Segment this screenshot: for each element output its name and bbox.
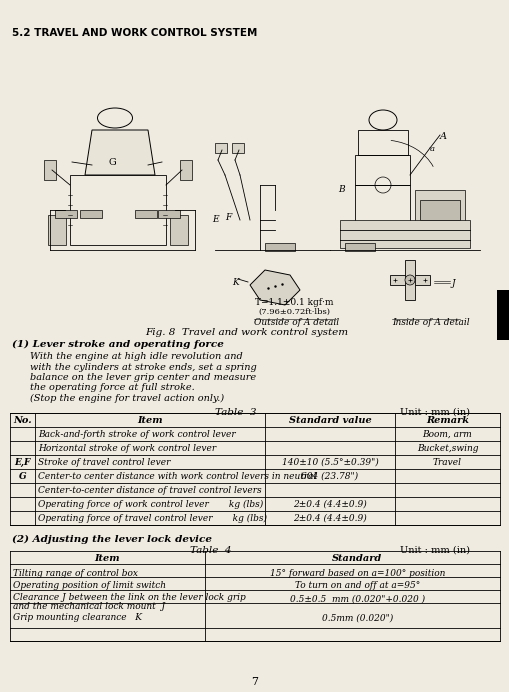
Text: Standard value: Standard value	[288, 416, 371, 425]
Text: 2±0.4 (4.4±0.9): 2±0.4 (4.4±0.9)	[293, 514, 366, 523]
Text: T=1.1±0.1 kgf·m: T=1.1±0.1 kgf·m	[254, 298, 333, 307]
Bar	[340, 220, 469, 248]
Bar	[389, 275, 429, 285]
Bar	[70, 175, 165, 245]
Bar	[135, 210, 157, 218]
Text: K: K	[232, 278, 238, 287]
Text: 7: 7	[251, 677, 258, 687]
Text: Remark: Remark	[425, 416, 468, 425]
Bar	[354, 185, 409, 245]
Circle shape	[404, 275, 414, 285]
Text: Bucket,swing: Bucket,swing	[416, 444, 477, 453]
Text: F: F	[224, 213, 231, 222]
Text: J: J	[451, 279, 455, 288]
Text: balance on the lever grip center and measure: balance on the lever grip center and mea…	[30, 373, 256, 382]
Bar	[344, 243, 374, 251]
Text: (Stop the engine for travel action only.): (Stop the engine for travel action only.…	[30, 394, 223, 403]
Text: 0.5mm (0.020"): 0.5mm (0.020")	[321, 614, 392, 623]
Text: 2±0.4 (4.4±0.9): 2±0.4 (4.4±0.9)	[293, 500, 366, 509]
Text: With the engine at high idle revolution and: With the engine at high idle revolution …	[30, 352, 242, 361]
Bar	[404, 260, 414, 300]
Text: G: G	[108, 158, 116, 167]
Bar	[357, 130, 407, 155]
Bar	[44, 160, 56, 180]
Text: (2) Adjusting the lever lock device: (2) Adjusting the lever lock device	[12, 535, 212, 544]
Bar	[158, 210, 180, 218]
Bar	[48, 215, 66, 245]
Text: 604 (23.78"): 604 (23.78")	[301, 472, 358, 481]
Text: Item: Item	[95, 554, 120, 563]
Text: E: E	[212, 215, 218, 224]
Text: (1) Lever stroke and operating force: (1) Lever stroke and operating force	[12, 340, 223, 349]
Text: 0.5±0.5  mm (0.020"+0.020 ): 0.5±0.5 mm (0.020"+0.020 )	[290, 594, 424, 603]
Text: No.: No.	[13, 416, 32, 425]
Polygon shape	[249, 270, 299, 305]
Text: Standard: Standard	[332, 554, 382, 563]
Text: G: G	[19, 472, 26, 481]
Text: Operating force of travel control lever       kg (lbs): Operating force of travel control lever …	[38, 514, 267, 523]
Text: Table  3: Table 3	[215, 408, 256, 417]
Bar	[496, 290, 509, 340]
Bar	[215, 143, 227, 153]
Text: A: A	[439, 132, 446, 141]
Text: To turn on and off at a=95°: To turn on and off at a=95°	[294, 581, 419, 590]
Polygon shape	[85, 130, 155, 175]
Text: B: B	[337, 185, 344, 194]
Text: Operating position of limit switch: Operating position of limit switch	[13, 581, 165, 590]
Text: Inside of A detail: Inside of A detail	[391, 318, 469, 327]
Text: (7.96±0.72ft·lbs): (7.96±0.72ft·lbs)	[258, 308, 329, 316]
Text: Horizontal stroke of work control lever: Horizontal stroke of work control lever	[38, 444, 216, 453]
Text: Clearance J between the link on the lever lock grip: Clearance J between the link on the leve…	[13, 593, 245, 602]
Bar	[169, 215, 188, 245]
Text: Outside of A detail: Outside of A detail	[253, 318, 338, 327]
Text: Boom, arm: Boom, arm	[422, 430, 471, 439]
Bar	[80, 210, 102, 218]
Bar	[55, 210, 77, 218]
Text: the operating force at full stroke.: the operating force at full stroke.	[30, 383, 194, 392]
Text: 15° forward based on a=100° position: 15° forward based on a=100° position	[269, 569, 444, 578]
Text: Center-to center distance with work control levers in neutral: Center-to center distance with work cont…	[38, 472, 316, 481]
Text: a: a	[429, 145, 434, 153]
Text: Item: Item	[137, 416, 162, 425]
Bar	[232, 143, 243, 153]
Text: Grip mounting clearance   K: Grip mounting clearance K	[13, 614, 142, 623]
Text: with the cylinders at stroke ends, set a spring: with the cylinders at stroke ends, set a…	[30, 363, 256, 372]
Text: Table  4: Table 4	[190, 546, 231, 555]
Text: Center-to-center distance of travel control levers: Center-to-center distance of travel cont…	[38, 486, 261, 495]
Bar	[354, 155, 409, 185]
Bar	[419, 200, 459, 220]
Bar	[414, 190, 464, 245]
Text: E,F: E,F	[14, 458, 31, 467]
Text: Unit : mm (in): Unit : mm (in)	[399, 408, 469, 417]
Bar	[180, 160, 191, 180]
Text: 140±10 (5.5°±0.39"): 140±10 (5.5°±0.39")	[281, 458, 378, 467]
Text: Operating force of work control lever       kg (lbs): Operating force of work control lever kg…	[38, 500, 263, 509]
Text: Tilting range of control box: Tilting range of control box	[13, 569, 138, 578]
Text: Travel: Travel	[432, 458, 461, 467]
Text: Back-and-forth stroke of work control lever: Back-and-forth stroke of work control le…	[38, 430, 235, 439]
Bar	[265, 243, 294, 251]
Text: Unit : mm (in): Unit : mm (in)	[399, 546, 469, 555]
Text: Stroke of travel control lever: Stroke of travel control lever	[38, 458, 170, 467]
Text: 5.2 TRAVEL AND WORK CONTROL SYSTEM: 5.2 TRAVEL AND WORK CONTROL SYSTEM	[12, 28, 257, 38]
Text: Fig. 8  Travel and work control system: Fig. 8 Travel and work control system	[145, 328, 348, 337]
Text: and the mechanical lock mount  J: and the mechanical lock mount J	[13, 602, 165, 611]
